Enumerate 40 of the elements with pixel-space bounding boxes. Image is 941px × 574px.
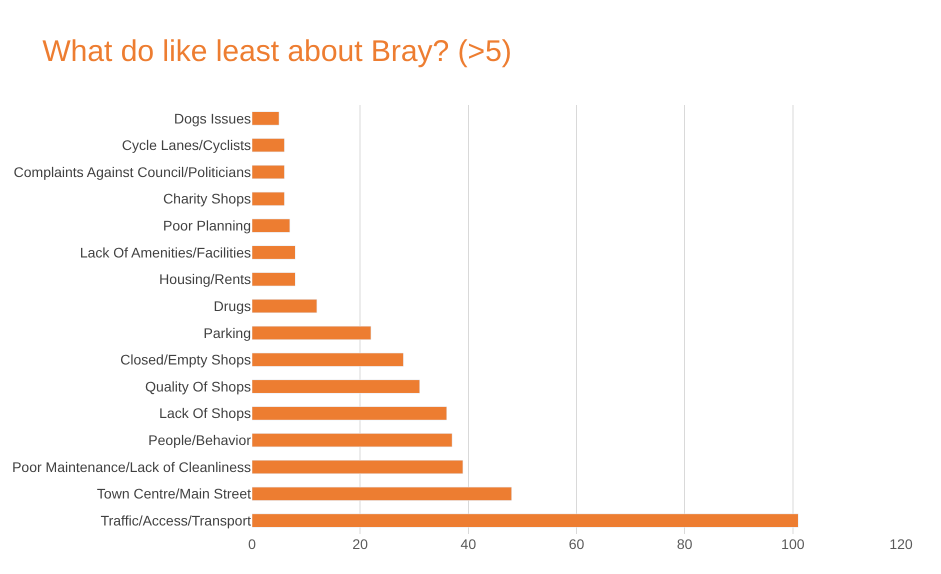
y-tick-label: Town Centre/Main Street [96,486,252,502]
bar [252,460,464,474]
bar [252,246,296,260]
y-tick-label: People/Behavior [148,432,252,448]
y-tick-label: Charity Shops [163,190,251,207]
bar [252,111,280,126]
y-tick-label: Closed/Empty Shops [120,352,251,368]
bar [252,138,285,152]
y-tick-label: Dogs Issues [174,110,251,126]
bar [252,326,372,340]
y-tick-label: Drugs [214,298,251,314]
bar [252,380,420,394]
x-tick-label: 100 [781,536,805,552]
x-tick-label: 20 [352,536,368,552]
y-tick-label: Parking [204,324,251,341]
x-tick-label: 40 [460,536,476,552]
bar [252,406,447,420]
chart-title: What do like least about Bray? (>5) [42,35,512,68]
bar [252,514,798,528]
y-tick-label: Lack Of Amenities/Facilities [80,244,251,260]
x-tick-label: 60 [568,536,584,552]
y-tick-label: Housing/Rents [159,271,251,288]
y-tick-label: Lack Of Shops [159,405,251,422]
bar [252,486,512,501]
x-tick-label: 80 [676,536,693,552]
y-tick-label: Complaints Against Council/Politicians [14,164,251,180]
bar [252,433,452,448]
bar [252,272,296,286]
bar [252,165,285,179]
y-tick-label: Quality Of Shops [145,378,251,394]
x-tick-label: 0 [248,536,256,552]
x-tick-label: 120 [889,536,913,552]
y-tick-label: Traffic/Access/Transport [100,512,252,528]
y-tick-label: Poor Planning [163,218,251,234]
bar [252,352,404,367]
y-tick-label: Cycle Lanes/Cyclists [122,137,251,154]
bar [252,299,318,314]
bar [252,218,290,233]
y-tick-label: Poor Maintenance/Lack of Cleanliness [12,458,251,475]
bar [252,192,285,206]
